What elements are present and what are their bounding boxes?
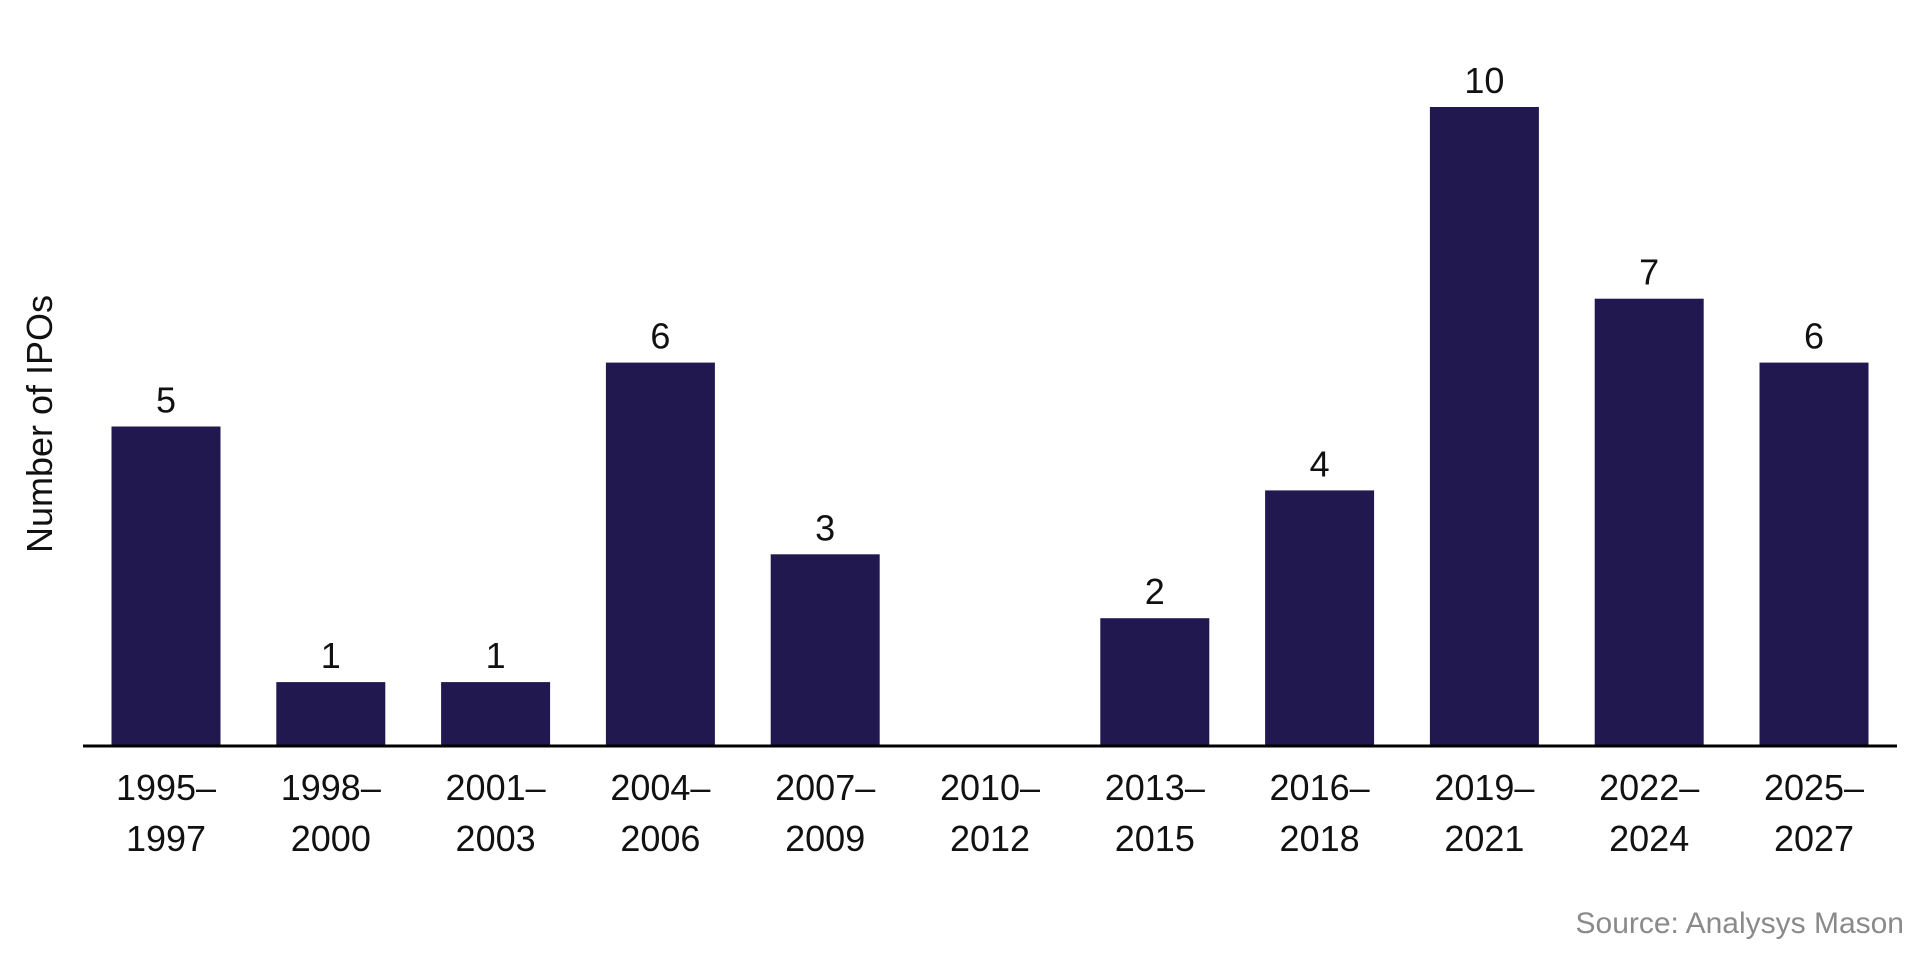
x-tick-label-2: 2001– 2003 bbox=[446, 767, 546, 859]
data-label-9: 7 bbox=[1639, 252, 1659, 293]
data-label-0: 5 bbox=[156, 380, 176, 421]
x-tick-label-6: 2013– 2015 bbox=[1105, 767, 1205, 859]
x-tick-label-5: 2010– 2012 bbox=[940, 767, 1040, 859]
x-tick-label-1: 1998– 2000 bbox=[281, 767, 381, 859]
data-label-10: 6 bbox=[1804, 316, 1824, 357]
bar-8 bbox=[1429, 107, 1539, 746]
x-tick-label-9: 2022– 2024 bbox=[1599, 767, 1699, 859]
bar-3 bbox=[605, 362, 715, 746]
x-tick-label-4: 2007– 2009 bbox=[775, 767, 875, 859]
bar-1 bbox=[276, 682, 386, 746]
x-tick-label-7: 2016– 2018 bbox=[1270, 767, 1370, 859]
data-labels-group: 5 1 1 6 3 2 4 10 7 6 bbox=[156, 60, 1824, 676]
data-label-7: 4 bbox=[1310, 443, 1330, 484]
bar-6 bbox=[1100, 618, 1210, 746]
bar-7 bbox=[1265, 490, 1375, 746]
x-tick-label-10: 2025– 2027 bbox=[1764, 767, 1864, 859]
bar-0 bbox=[111, 426, 221, 746]
bar-2 bbox=[441, 682, 551, 746]
data-label-6: 2 bbox=[1145, 571, 1165, 612]
x-tick-label-3: 2004– 2006 bbox=[610, 767, 710, 859]
data-label-3: 6 bbox=[650, 316, 670, 357]
source-note: Source: Analysys Mason bbox=[1575, 907, 1905, 940]
data-label-8: 10 bbox=[1464, 60, 1504, 101]
y-axis-title: Number of IPOs bbox=[19, 295, 60, 553]
x-tick-label-8: 2019– 2021 bbox=[1434, 767, 1534, 859]
data-label-1: 1 bbox=[321, 635, 341, 676]
data-label-4: 3 bbox=[815, 507, 835, 548]
data-label-2: 1 bbox=[486, 635, 506, 676]
bars-group bbox=[111, 107, 1869, 746]
bar-10 bbox=[1759, 362, 1869, 746]
bar-9 bbox=[1594, 298, 1704, 746]
x-tick-label-0: 1995– 1997 bbox=[116, 767, 216, 859]
x-tick-labels-group: 1995– 1997 1998– 2000 2001– 2003 2004– 2006 2007… bbox=[116, 767, 1864, 859]
bar-4 bbox=[770, 554, 880, 746]
